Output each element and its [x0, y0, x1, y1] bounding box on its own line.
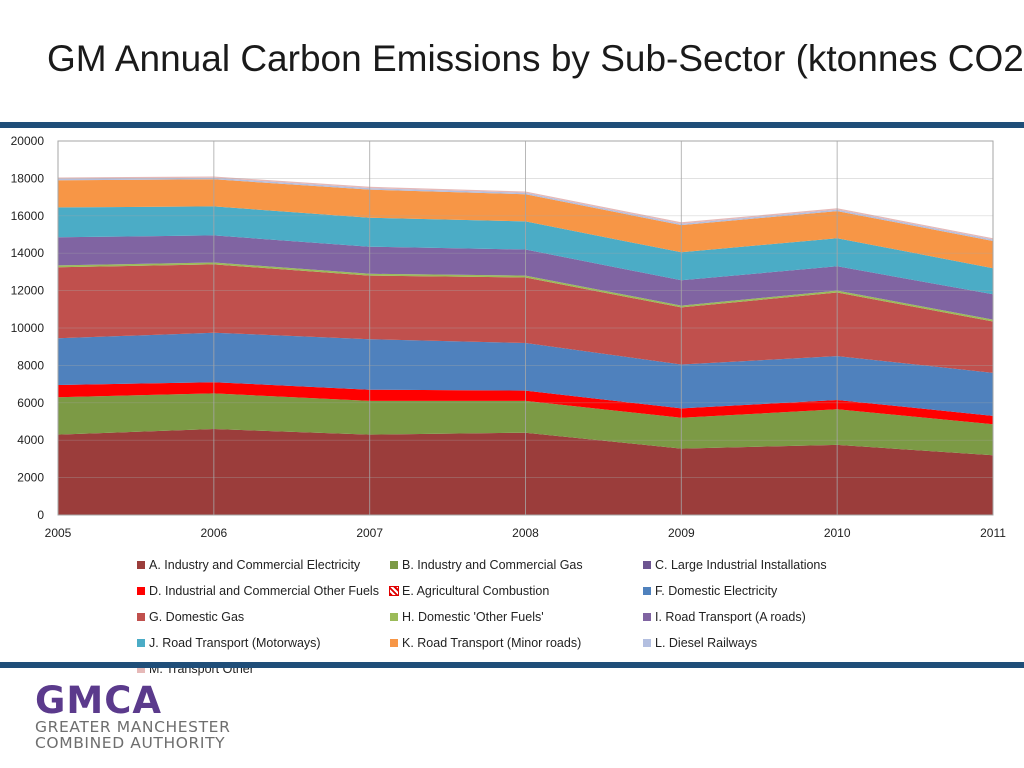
legend-item: K. Road Transport (Minor roads)	[390, 633, 643, 653]
legend-swatch	[643, 613, 651, 621]
legend-swatch	[390, 561, 398, 569]
legend-swatch	[643, 561, 651, 569]
legend-swatch	[137, 587, 145, 595]
legend-label: K. Road Transport (Minor roads)	[402, 636, 582, 650]
legend-swatch	[389, 586, 399, 596]
y-tick-label: 14000	[11, 246, 45, 260]
plot-area-frame	[57, 140, 994, 516]
legend-label: I. Road Transport (A roads)	[655, 610, 806, 624]
y-tick-label: 0	[37, 508, 44, 522]
x-axis-tick-labels: 2005 2006 2007 2008 2009 2010 2011	[45, 526, 1007, 540]
legend-swatch	[137, 665, 145, 673]
x-tick-label: 2006	[200, 526, 227, 540]
legend-label: J. Road Transport (Motorways)	[149, 636, 321, 650]
y-tick-label: 18000	[11, 171, 45, 185]
x-tick-label: 2007	[356, 526, 383, 540]
y-tick-label: 4000	[17, 433, 44, 447]
legend-label: C. Large Industrial Installations	[655, 558, 827, 572]
y-tick-label: 20000	[11, 134, 45, 148]
legend-item: I. Road Transport (A roads)	[643, 607, 903, 627]
y-tick-label: 10000	[11, 321, 45, 335]
y-tick-label: 12000	[11, 284, 45, 298]
area-series-j	[58, 206, 993, 295]
legend-item: F. Domestic Electricity	[643, 581, 903, 601]
legend-swatch	[137, 639, 145, 647]
legend-swatch	[137, 561, 145, 569]
legend-item: H. Domestic 'Other Fuels'	[390, 607, 643, 627]
x-tick-label: 2011	[980, 526, 1006, 540]
legend-swatch	[137, 613, 145, 621]
legend-label: L. Diesel Railways	[655, 636, 758, 650]
legend-item: J. Road Transport (Motorways)	[137, 633, 390, 653]
gmca-logo: GMCA GREATER MANCHESTER COMBINED AUTHORI…	[35, 682, 230, 751]
logo-mark: GMCA	[35, 679, 162, 722]
legend-label: A. Industry and Commercial Electricity	[149, 558, 361, 572]
x-tick-label: 2008	[512, 526, 539, 540]
area-series-d	[58, 382, 993, 425]
page-title: GM Annual Carbon Emissions by Sub-Sector…	[47, 38, 1024, 79]
legend-item: C. Large Industrial Installations	[643, 555, 903, 575]
y-tick-label: 8000	[17, 358, 44, 372]
chart-legend: A. Industry and Commercial Electricity B.…	[137, 555, 917, 679]
legend-item: D. Industrial and Commercial Other Fuels	[137, 581, 390, 601]
legend-label: E. Agricultural Combustion	[402, 584, 550, 598]
legend-swatch	[390, 613, 398, 621]
legend-swatch	[643, 587, 651, 595]
legend-item: E. Agricultural Combustion	[389, 581, 643, 601]
legend-label: D. Industrial and Commercial Other Fuels	[149, 584, 379, 598]
legend-swatch	[643, 639, 651, 647]
legend-item: G. Domestic Gas	[137, 607, 390, 627]
area-series-i	[58, 235, 993, 320]
y-tick-label: 16000	[11, 209, 45, 223]
y-tick-label: 2000	[17, 471, 44, 485]
legend-label: F. Domestic Electricity	[655, 584, 778, 598]
logo-line-1: GREATER MANCHESTER	[35, 718, 231, 736]
y-axis-tick-labels: 0 2000 4000 6000 8000 10000 12000 14000 16000 180…	[11, 134, 45, 522]
x-tick-label: 2010	[824, 526, 851, 540]
x-tick-label: 2005	[45, 526, 72, 540]
x-tick-label: 2009	[668, 526, 695, 540]
logo-line-2: COMBINED AUTHORITY	[35, 734, 226, 752]
y-tick-label: 6000	[17, 396, 44, 410]
legend-label: G. Domestic Gas	[149, 610, 245, 624]
legend-item: B. Industry and Commercial Gas	[390, 555, 643, 575]
stacked-area-chart: 0 2000 4000 6000 8000 10000 12000 14000 16000 180…	[11, 134, 1007, 540]
legend-label: B. Industry and Commercial Gas	[402, 558, 583, 572]
legend-label: H. Domestic 'Other Fuels'	[402, 610, 544, 624]
footer-divider	[0, 662, 1024, 668]
area-series-k	[58, 179, 993, 269]
legend-swatch	[390, 639, 398, 647]
header-divider	[0, 122, 1024, 128]
legend-item: L. Diesel Railways	[643, 633, 903, 653]
legend-item: A. Industry and Commercial Electricity	[137, 555, 390, 575]
